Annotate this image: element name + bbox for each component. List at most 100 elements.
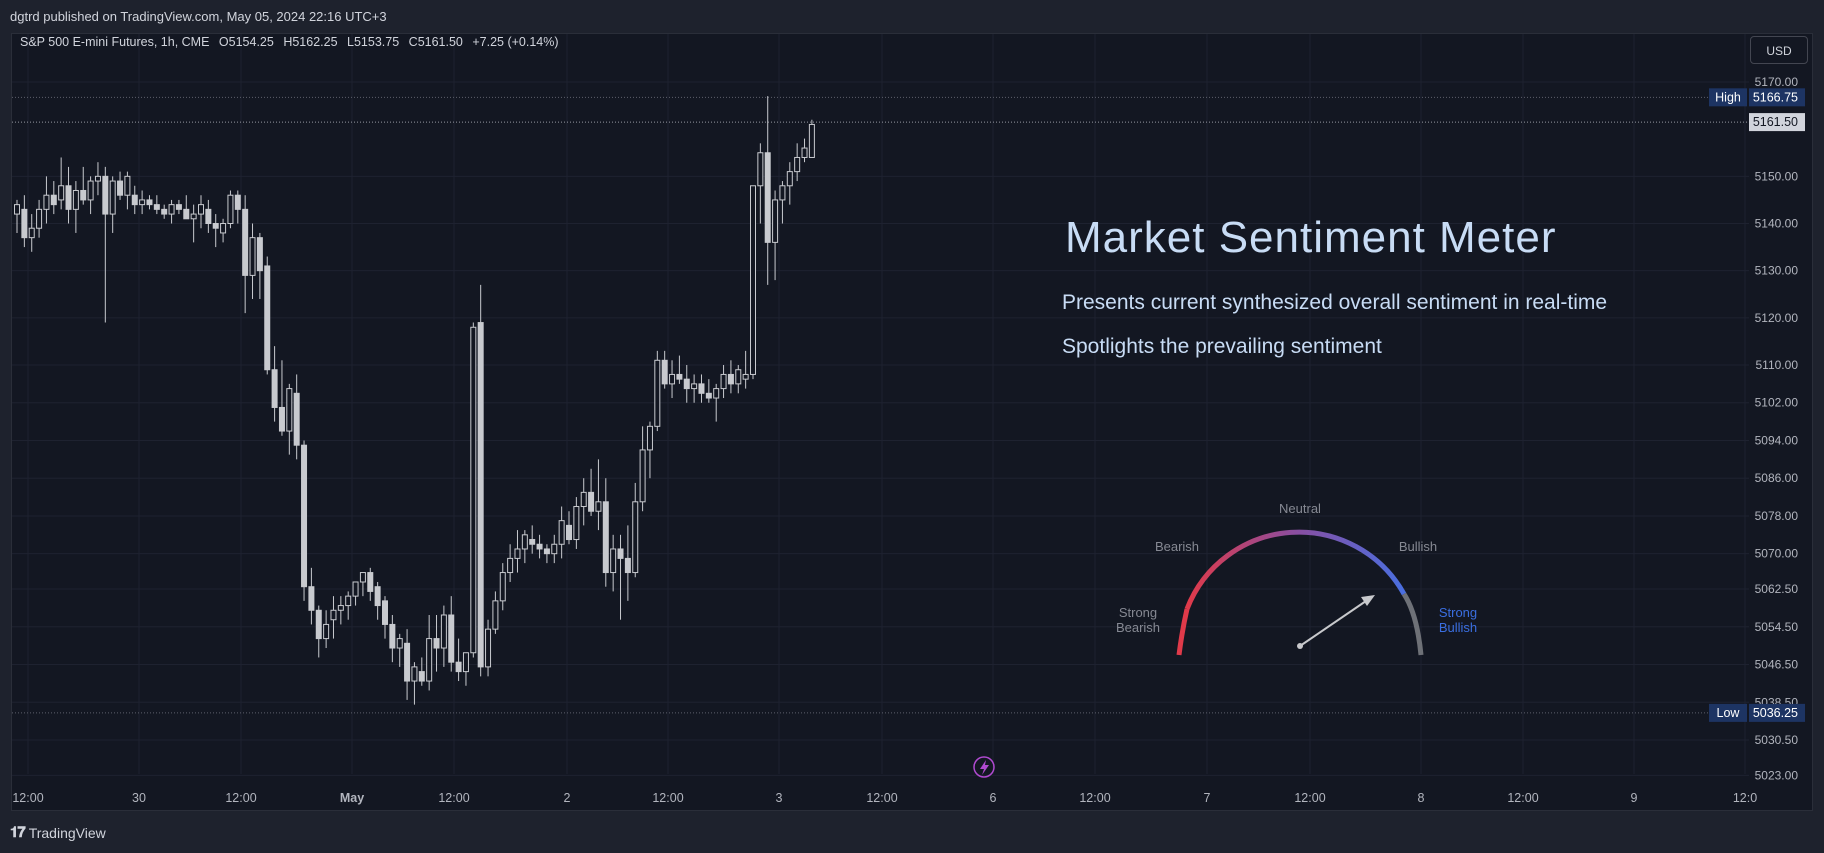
candle [404, 629, 411, 700]
candle [536, 534, 543, 559]
candle [352, 581, 359, 606]
candle [411, 662, 418, 705]
time-axis: 12:00 30 12:00 May 12:00 2 12:00 3 12:00 6 12:00 7 1… [12, 791, 1757, 805]
high-label-bg [1709, 88, 1747, 107]
candle [293, 374, 300, 460]
candle [175, 199, 182, 215]
candle [80, 166, 87, 205]
publisher-line: dgtrd published on TradingView.com, May … [0, 0, 1824, 30]
gauge-main-arc [1184, 529, 1407, 610]
legend-symbol: S&P 500 E-mini Futures, 1h, CME [20, 35, 209, 49]
candle [382, 596, 388, 639]
time-tick-label: 30 [132, 791, 146, 805]
candle [286, 383, 293, 455]
candle [389, 615, 396, 663]
price-tick-label: 5023.00 [1755, 768, 1799, 782]
candle [367, 567, 374, 601]
candle [801, 138, 808, 163]
candle [330, 596, 337, 639]
lightning-event-icon[interactable] [973, 756, 995, 778]
price-tick-label: 5102.00 [1755, 396, 1799, 410]
candle [426, 615, 433, 691]
price-tick-label: 5150.00 [1755, 169, 1799, 183]
price-tick-label: 5130.00 [1755, 264, 1799, 278]
tradingview-logo-icon: 𝟏𝟕 [10, 824, 26, 841]
candle [153, 195, 160, 215]
candle [440, 605, 447, 667]
overlay-line-1: Presents current synthesized overall sen… [1062, 291, 1607, 314]
candle [14, 199, 20, 233]
candle [617, 534, 624, 620]
candle [198, 195, 204, 229]
candle [161, 204, 168, 219]
candle [323, 610, 330, 649]
candle [772, 190, 779, 281]
gauge-strong-bullish-segment [1401, 592, 1424, 656]
candle [764, 96, 771, 285]
candle [727, 360, 734, 394]
time-tick-label: 12:00 [1294, 791, 1325, 805]
price-chart[interactable]: 5170.00 5150.00 5140.00 5130.00 5120.00 5110.… [12, 34, 1814, 812]
candle [691, 374, 698, 403]
candle [337, 596, 344, 625]
gauge-needle-arrowhead [1361, 595, 1375, 606]
candle [470, 322, 477, 658]
candle [521, 530, 528, 564]
candle [485, 619, 492, 677]
price-tick-label: 5086.00 [1755, 471, 1799, 485]
candle [455, 638, 462, 682]
time-tick-label: 7 [1204, 791, 1211, 805]
price-axis: 5170.00 5150.00 5140.00 5130.00 5120.00 5110.… [1709, 75, 1805, 782]
legend-l-value: 5153.75 [354, 35, 399, 49]
price-tick-label: 5110.00 [1756, 358, 1799, 372]
candle [683, 365, 690, 403]
low-label: Low [1717, 706, 1741, 720]
candle [234, 190, 241, 224]
chart-legend: S&P 500 E-mini Futures, 1h, CME O5154.25… [20, 35, 559, 49]
time-tick-label: 12:00 [1507, 791, 1538, 805]
high-value: 5166.75 [1753, 90, 1798, 104]
candle [551, 534, 558, 564]
candle [131, 185, 138, 215]
gauge-label-strong-bearish-2: Bearish [1116, 620, 1160, 635]
time-tick-label: 12:00 [652, 791, 683, 805]
candle [28, 214, 35, 252]
candle [58, 157, 65, 210]
time-tick-label: May [340, 791, 364, 805]
candle [595, 459, 602, 531]
time-tick-label: 8 [1418, 791, 1425, 805]
candle [713, 383, 720, 422]
time-tick-label: 12:0 [1733, 791, 1757, 805]
price-tick-label: 5062.50 [1755, 582, 1799, 596]
candle [36, 199, 43, 238]
candle [698, 374, 705, 403]
time-tick-label: 12:00 [438, 791, 469, 805]
chart-area[interactable]: 5170.00 5150.00 5140.00 5130.00 5120.00 5110.… [11, 33, 1813, 811]
candle [278, 360, 285, 436]
candle [205, 199, 212, 233]
candle [418, 657, 425, 686]
candle [117, 171, 124, 200]
candle [661, 350, 668, 389]
candle [94, 162, 101, 196]
price-tick-label: 5078.00 [1755, 509, 1799, 523]
legend-c-value: 5161.50 [418, 35, 463, 49]
legend-h-label: H [283, 35, 292, 49]
tradingview-logo[interactable]: 𝟏𝟕 TradingView [10, 824, 106, 841]
candle [264, 256, 271, 375]
gauge-needle-pivot [1297, 643, 1303, 649]
gauge-label-strong-bullish-1: Strong [1439, 605, 1477, 620]
legend-h-value: 5162.25 [292, 35, 337, 49]
candle [220, 218, 227, 243]
candle [543, 544, 550, 564]
candle [588, 468, 595, 516]
candle [448, 596, 455, 672]
low-value: 5036.25 [1753, 706, 1798, 720]
candle [43, 176, 50, 224]
time-tick-label: 12:00 [225, 791, 256, 805]
price-tick-label: 5120.00 [1755, 311, 1799, 325]
candle [477, 284, 484, 677]
currency-button[interactable]: USD [1750, 36, 1808, 64]
price-tick-label: 5170.00 [1755, 75, 1799, 89]
candle [566, 511, 572, 545]
